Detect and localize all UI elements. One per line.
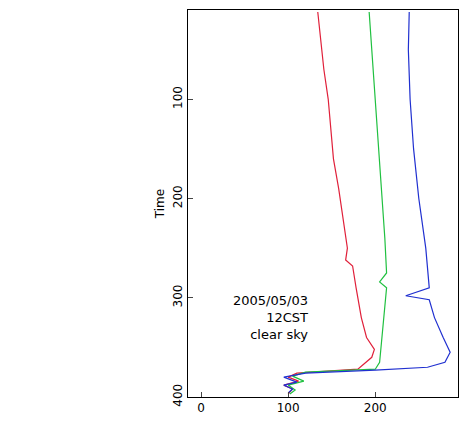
- svg-text:400: 400: [171, 384, 185, 407]
- svg-text:200: 200: [364, 401, 387, 415]
- svg-text:Time: Time: [153, 189, 167, 219]
- svg-text:100: 100: [171, 86, 185, 109]
- svg-text:200: 200: [171, 185, 185, 208]
- svg-text:300: 300: [171, 285, 185, 308]
- svg-text:0: 0: [197, 401, 205, 415]
- svg-text:2005/05/0312CSTclear sky: 2005/05/0312CSTclear sky: [233, 293, 308, 342]
- svg-text:100: 100: [277, 401, 300, 415]
